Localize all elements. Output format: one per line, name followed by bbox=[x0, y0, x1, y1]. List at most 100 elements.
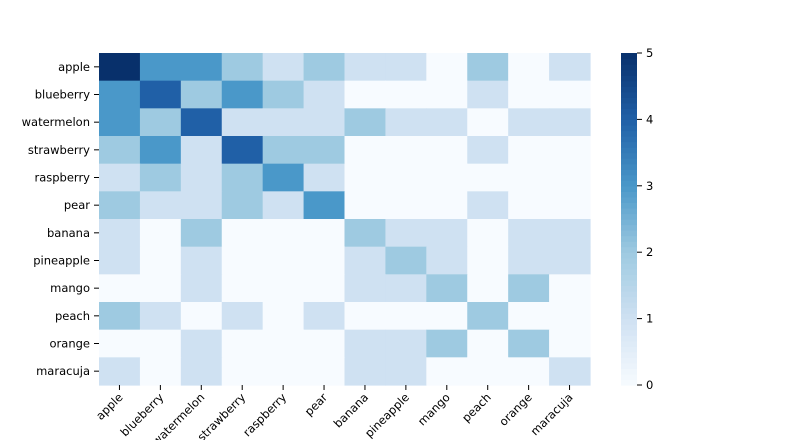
heatmap-cell bbox=[139, 219, 182, 248]
y-tick-label: banana bbox=[47, 226, 90, 240]
heatmap-cell bbox=[549, 163, 591, 192]
heatmap-cell bbox=[303, 329, 346, 358]
heatmap-cell bbox=[303, 302, 346, 331]
heatmap-cell bbox=[344, 219, 387, 248]
heatmap-cell bbox=[303, 219, 346, 248]
y-tick-label: blueberry bbox=[35, 88, 90, 102]
heatmap-cell bbox=[426, 357, 468, 386]
heatmap-cell bbox=[221, 329, 264, 358]
heatmap-cell bbox=[426, 191, 468, 220]
heatmap-cell bbox=[467, 274, 509, 303]
colorbar-segment bbox=[621, 53, 637, 60]
heatmap-cell bbox=[99, 274, 141, 303]
heatmap-cell bbox=[221, 302, 264, 331]
colorbar-segment bbox=[621, 108, 637, 115]
heatmap-cell bbox=[344, 302, 387, 331]
colorbar-segment bbox=[621, 307, 637, 314]
heatmap-cell bbox=[99, 329, 141, 358]
colorbar-segment bbox=[621, 202, 637, 209]
heatmap-cell bbox=[262, 246, 305, 275]
heatmap-cell bbox=[508, 274, 550, 303]
heatmap-cell bbox=[549, 53, 591, 82]
heatmap-cell bbox=[426, 302, 468, 331]
heatmap-cells bbox=[99, 53, 591, 386]
colorbar-segment bbox=[621, 368, 637, 375]
heatmap-cell bbox=[426, 53, 468, 82]
heatmap-cell bbox=[426, 329, 468, 358]
heatmap-cell bbox=[508, 302, 550, 331]
heatmap-cell bbox=[262, 163, 305, 192]
colorbar-segment bbox=[621, 80, 637, 87]
heatmap-cell bbox=[303, 163, 346, 192]
heatmap-cell bbox=[180, 246, 223, 275]
colorbar-segment bbox=[621, 219, 637, 226]
heatmap-cell bbox=[426, 246, 468, 275]
heatmap-cell bbox=[385, 274, 427, 303]
y-tick-label: mango bbox=[50, 281, 90, 295]
x-tick-label: apple bbox=[93, 390, 125, 422]
y-tick-label: orange bbox=[50, 337, 90, 351]
x-tick-label: peach bbox=[459, 390, 494, 425]
colorbar-segment bbox=[621, 119, 637, 126]
heatmap-cell bbox=[303, 191, 346, 220]
colorbar-segment bbox=[621, 91, 637, 98]
heatmap-cell bbox=[344, 53, 387, 82]
heatmap-cell bbox=[385, 163, 427, 192]
heatmap-cell bbox=[99, 191, 141, 220]
heatmap-cell bbox=[99, 357, 141, 386]
heatmap-cell bbox=[467, 219, 509, 248]
y-tick-labels: apple blueberry watermelon strawberry raspbe… bbox=[22, 60, 99, 378]
heatmap-cell bbox=[467, 80, 509, 109]
y-tick-label: strawberry bbox=[28, 143, 90, 157]
colorbar-segment bbox=[621, 207, 637, 215]
heatmap-cell bbox=[262, 219, 305, 248]
colorbar-segment bbox=[621, 180, 637, 187]
heatmap-cell bbox=[344, 246, 387, 275]
heatmap-cell bbox=[549, 80, 591, 109]
colorbar-segment bbox=[621, 268, 637, 275]
heatmap-cell bbox=[385, 329, 427, 358]
colorbar-segment bbox=[621, 191, 637, 198]
heatmap-cell bbox=[385, 108, 427, 137]
heatmap-cell bbox=[508, 219, 550, 248]
heatmap-cell bbox=[426, 80, 468, 109]
heatmap-cell bbox=[344, 357, 387, 386]
heatmap-cell bbox=[549, 302, 591, 331]
heatmap-cell bbox=[508, 136, 550, 165]
heatmap-cell bbox=[262, 329, 305, 358]
heatmap-cell bbox=[467, 53, 509, 82]
heatmap-cell bbox=[262, 136, 305, 165]
colorbar-segment bbox=[621, 102, 637, 109]
colorbar-segment bbox=[621, 213, 637, 220]
heatmap-cell bbox=[549, 136, 591, 165]
heatmap-cell bbox=[221, 136, 264, 165]
heatmap-cell bbox=[426, 274, 468, 303]
heatmap-cell bbox=[385, 53, 427, 82]
colorbar-segment bbox=[621, 69, 637, 76]
heatmap-cell bbox=[508, 329, 550, 358]
heatmap-cell bbox=[221, 274, 264, 303]
heatmap-cell bbox=[344, 329, 387, 358]
heatmap-cell bbox=[467, 136, 509, 165]
x-tick-label: pineapple bbox=[362, 390, 412, 440]
colorbar-segment bbox=[621, 379, 637, 386]
y-tick-label: peach bbox=[55, 309, 90, 323]
heatmap-cell bbox=[139, 80, 182, 109]
heatmap-cell bbox=[180, 191, 223, 220]
colorbar-segment bbox=[621, 362, 637, 369]
x-tick-label: raspberry bbox=[240, 390, 289, 439]
colorbar-segment bbox=[621, 313, 637, 320]
heatmap-cell bbox=[262, 80, 305, 109]
heatmap-cell bbox=[385, 357, 427, 386]
heatmap-cell bbox=[426, 219, 468, 248]
colorbar-tick-label: 4 bbox=[646, 112, 653, 126]
heatmap-cell bbox=[180, 302, 223, 331]
colorbar-segment bbox=[621, 97, 637, 104]
heatmap-cell bbox=[139, 53, 182, 82]
heatmap-cell bbox=[344, 80, 387, 109]
heatmap-cell bbox=[385, 219, 427, 248]
colorbar-tick-label: 1 bbox=[646, 312, 653, 326]
colorbar-segment bbox=[621, 335, 637, 342]
